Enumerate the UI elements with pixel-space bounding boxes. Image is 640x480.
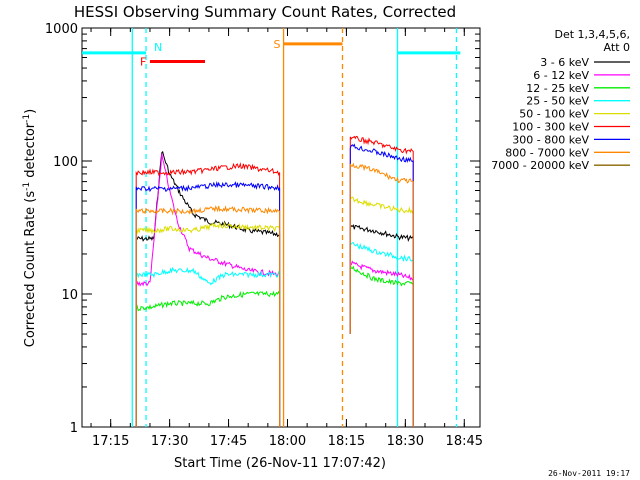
series-line-6-seg-0 xyxy=(135,180,281,427)
y-axis-label: Corrected Count Rate (s-1 detector-1) xyxy=(22,109,38,347)
chart-title: HESSI Observing Summary Count Rates, Cor… xyxy=(74,3,456,21)
y-axis-label-mid: detector xyxy=(23,122,38,182)
series-line-3-seg-0 xyxy=(135,266,281,427)
series-line-7-seg-0 xyxy=(135,205,281,427)
series-lines xyxy=(135,135,414,427)
y-tick-label-3: 1000 xyxy=(45,22,78,37)
series-line-7-seg-1 xyxy=(349,162,414,427)
flag-label-S: S xyxy=(274,38,281,51)
flag-bars: NF S xyxy=(82,38,461,68)
y-axis-label-end: ) xyxy=(23,109,38,114)
series-line-5-seg-0 xyxy=(135,162,281,427)
footer-timestamp: 26-Nov-2011 19:17 xyxy=(548,469,630,478)
series-line-4-seg-1 xyxy=(349,196,414,427)
vertical-markers xyxy=(131,28,458,427)
legend-label-6: 300 - 800 keV xyxy=(512,133,589,146)
x-axis-ticks: 17:15 17:30 17:45 18:00 18:15 18:30 18:45 xyxy=(90,28,483,449)
legend-label-7: 800 - 7000 keV xyxy=(505,146,589,159)
y-axis-label-sup2: -1 xyxy=(22,114,32,123)
legend-label-8: 7000 - 20000 keV xyxy=(491,159,589,172)
x-tick-label-4: 18:15 xyxy=(328,434,365,449)
series-line-1-seg-1 xyxy=(349,260,414,427)
series-line-3-seg-1 xyxy=(349,241,414,427)
legend-label-5: 100 - 300 keV xyxy=(512,121,589,134)
plot-frame xyxy=(81,27,481,428)
legend-header-line1: Det 1,3,4,5,6, xyxy=(554,28,630,41)
legend-header-line2: Att 0 xyxy=(604,41,630,54)
series-line-5-seg-1 xyxy=(349,135,414,427)
y-tick-label-2: 100 xyxy=(53,155,78,170)
flag-label-N: N xyxy=(154,41,162,54)
x-tick-label-6: 18:45 xyxy=(446,434,483,449)
series-line-2-seg-1 xyxy=(349,264,414,427)
legend-label-2: 12 - 25 keV xyxy=(526,82,589,95)
y-axis-label-sup1: -1 xyxy=(22,182,32,191)
series-line-0-seg-1 xyxy=(349,224,414,427)
series-line-4-seg-0 xyxy=(135,221,281,427)
series-line-6-seg-1 xyxy=(349,143,414,427)
x-tick-label-1: 17:30 xyxy=(151,434,188,449)
series-line-2-seg-0 xyxy=(135,290,281,427)
legend-label-0: 3 - 6 keV xyxy=(540,56,589,69)
y-tick-label-1: 10 xyxy=(61,288,78,303)
x-axis-label: Start Time (26-Nov-11 17:07:42) xyxy=(174,456,386,471)
y-axis-ticks: 1 10 100 1000 xyxy=(45,22,480,436)
flag-label-F: F xyxy=(140,55,146,68)
legend-label-4: 50 - 100 keV xyxy=(519,108,589,121)
x-tick-label-2: 17:45 xyxy=(210,434,247,449)
plot-area-border xyxy=(81,27,481,428)
legend-label-1: 6 - 12 keV xyxy=(533,69,589,82)
x-tick-label-3: 18:00 xyxy=(269,434,306,449)
y-axis-label-main: Corrected Count Rate (s xyxy=(23,191,38,348)
legend-label-3: 25 - 50 keV xyxy=(526,95,589,108)
x-tick-label-0: 17:15 xyxy=(92,434,129,449)
x-tick-label-5: 18:30 xyxy=(387,434,424,449)
series-line-1-seg-0 xyxy=(135,153,281,427)
y-tick-label-0: 1 xyxy=(70,421,78,436)
